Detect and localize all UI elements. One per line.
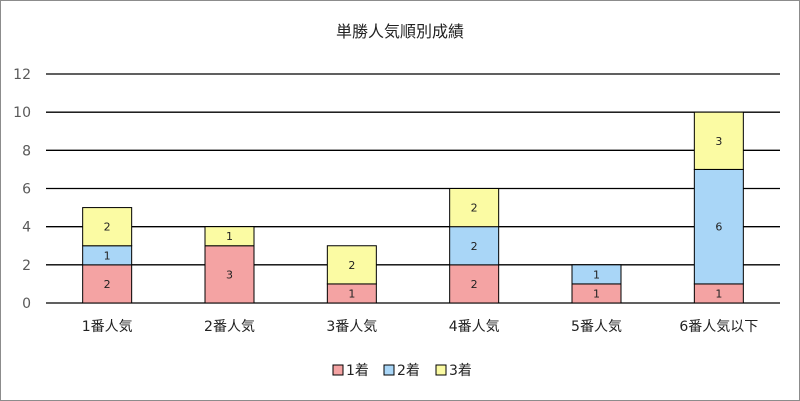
bar-segment [693,111,744,170]
x-axis: 1番人気 2番人気 3番人気 4番人気 5番人気 6番人気以下 [82,319,759,335]
data-label: 3 [715,135,722,148]
bar-segment [82,207,133,247]
legend: 1着 2着 3着 [332,363,472,379]
data-label: 1 [593,287,600,300]
y-tick-label: 2 [22,258,31,274]
x-tick-label: 1番人気 [82,319,133,335]
bar-segment [82,264,133,304]
data-label: 3 [226,268,233,281]
y-tick-label: 12 [13,67,31,83]
data-label: 1 [104,249,111,262]
data-label: 1 [715,287,722,300]
bar-segment [204,226,255,247]
x-tick-label: 4番人気 [449,319,500,335]
gridlines [46,73,780,304]
legend-swatch [383,364,395,376]
legend-label: 2着 [397,363,420,379]
data-label: 2 [348,259,355,272]
y-tick-label: 8 [22,143,31,159]
bar-segment [449,264,500,304]
y-tick-label: 10 [13,105,31,121]
data-label: 2 [471,278,478,291]
bar-segment [449,188,500,228]
legend-swatch [435,364,447,376]
bar-segment [204,245,255,304]
legend-swatch [332,364,344,376]
y-tick-label: 6 [22,182,31,198]
data-label: 6 [715,221,722,234]
bar-segment [326,245,377,285]
bar-segment [693,168,744,285]
data-label: 1 [593,268,600,281]
y-tick-label: 0 [22,296,31,312]
data-label: 2 [471,240,478,253]
data-label: 2 [104,278,111,291]
legend-label: 3着 [449,363,472,379]
y-tick-label: 4 [22,220,31,236]
data-label: 2 [471,202,478,215]
x-tick-label: 3番人気 [326,319,377,335]
x-tick-label: 5番人気 [571,319,622,335]
x-tick-label: 6番人気以下 [679,319,758,335]
x-tick-label: 2番人気 [204,319,255,335]
legend-label: 1着 [346,363,369,379]
y-axis: 0 2 4 6 8 10 12 [13,67,31,312]
data-label: 2 [104,221,111,234]
chart-title: 単勝人気順別成績 [336,22,464,41]
data-label: 1 [348,287,355,300]
bars: 2 1 2 3 1 1 2 2 2 2 1 1 1 6 3 [82,111,744,304]
bar-segment [571,264,622,285]
data-label: 1 [226,230,233,243]
